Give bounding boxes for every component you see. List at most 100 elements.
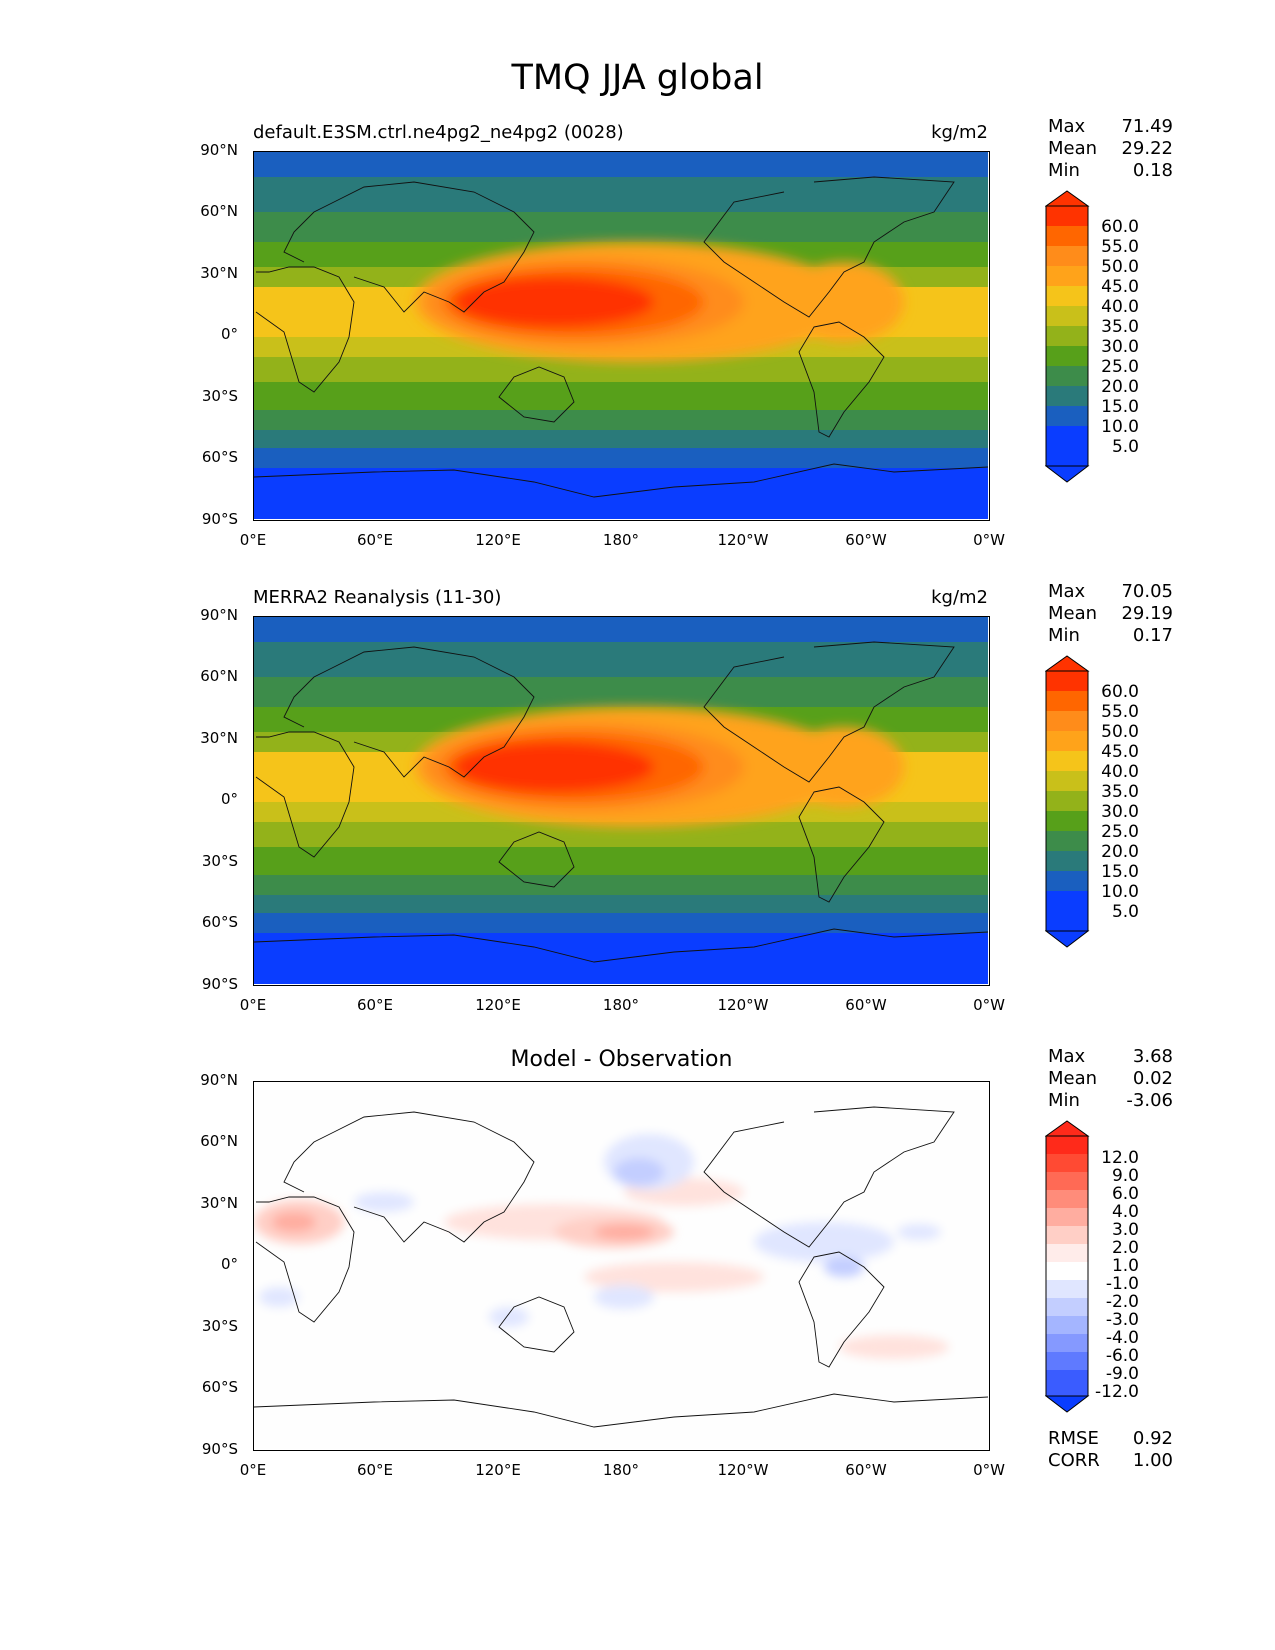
colorbar-label: 50.0 — [1101, 257, 1139, 277]
panel-3-map — [253, 1081, 990, 1451]
stat-value: -3.06 — [1126, 1090, 1173, 1111]
stat-value: 1.00 — [1132, 1450, 1173, 1471]
colorbar-label: 35.0 — [1101, 782, 1139, 802]
colorbar-label: 20.0 — [1101, 842, 1139, 862]
panel-2-field — [253, 617, 989, 984]
lat-tick: 90°N — [200, 1071, 238, 1089]
lon-tick: 0°W — [973, 996, 1005, 1014]
colorbar-label: -12.0 — [1095, 1382, 1139, 1402]
stat-label: RMSE — [1048, 1428, 1099, 1449]
colorbar-label: -6.0 — [1105, 1346, 1139, 1366]
colorbar-label: 60.0 — [1101, 682, 1139, 702]
colorbar-label: 50.0 — [1101, 722, 1139, 742]
colorbar-label: 6.0 — [1111, 1184, 1139, 1204]
lat-tick: 0° — [220, 790, 238, 808]
lat-tick: 60°N — [200, 202, 238, 220]
stat-label: Min — [1048, 1090, 1080, 1111]
lon-tick: 120°E — [475, 531, 521, 549]
lat-tick: 90°S — [201, 975, 238, 993]
colorbar-label: 9.0 — [1111, 1166, 1139, 1186]
lon-tick: 60°E — [356, 531, 394, 549]
stat-value: 0.17 — [1132, 625, 1173, 646]
lat-tick: 0° — [220, 325, 238, 343]
stat-value: 70.05 — [1121, 581, 1173, 602]
colorbar-label: 3.0 — [1111, 1220, 1139, 1240]
colorbar-label: 40.0 — [1101, 762, 1139, 782]
lat-tick: 90°N — [200, 141, 238, 159]
lon-tick: 120°W — [717, 531, 769, 549]
lat-tick: 30°N — [200, 264, 238, 282]
lon-tick: 180° — [602, 996, 640, 1014]
lon-tick: 60°E — [356, 1461, 394, 1479]
lat-tick: 60°S — [201, 448, 238, 466]
panel-1-units: kg/m2 — [931, 122, 988, 143]
lat-tick: 90°S — [201, 510, 238, 528]
lon-tick: 60°W — [845, 996, 887, 1014]
colorbar-label: -2.0 — [1105, 1292, 1139, 1312]
stat-label: Max — [1048, 581, 1086, 602]
lat-tick: 60°S — [201, 1378, 238, 1396]
stat-value: 0.02 — [1132, 1068, 1173, 1089]
colorbar-label: -4.0 — [1105, 1328, 1139, 1348]
stat-value: 71.49 — [1121, 116, 1173, 137]
stat-label: CORR — [1048, 1450, 1100, 1471]
colorbar-label: 1.0 — [1111, 1256, 1139, 1276]
lat-tick: 60°N — [200, 667, 238, 685]
lon-tick: 60°W — [845, 531, 887, 549]
colorbar-label: -9.0 — [1105, 1364, 1139, 1384]
lon-tick: 180° — [602, 1461, 640, 1479]
stat-label: Mean — [1048, 138, 1098, 159]
lon-tick: 0°E — [239, 531, 267, 549]
colorbar-label: 60.0 — [1101, 217, 1139, 237]
panel-1-field — [253, 152, 989, 519]
stat-label: Mean — [1048, 603, 1098, 624]
lon-tick: 120°E — [475, 1461, 521, 1479]
lat-tick: 30°N — [200, 729, 238, 747]
colorbar-label: 30.0 — [1101, 802, 1139, 822]
panel-3-field — [253, 1082, 989, 1449]
panel-2-map — [253, 616, 990, 986]
colorbar-label: 10.0 — [1101, 882, 1139, 902]
lon-tick: 0°E — [239, 996, 267, 1014]
lat-tick: 30°N — [200, 1194, 238, 1212]
colorbar-label: 2.0 — [1111, 1238, 1139, 1258]
lon-tick: 120°W — [717, 996, 769, 1014]
stat-label: Min — [1048, 625, 1080, 646]
lat-tick: 30°S — [201, 852, 238, 870]
colorbar-label: 35.0 — [1101, 317, 1139, 337]
colorbar-label: 25.0 — [1101, 357, 1139, 377]
stat-value: 3.68 — [1132, 1046, 1173, 1067]
lat-tick: 0° — [220, 1255, 238, 1273]
stat-value: 29.22 — [1121, 138, 1173, 159]
lon-tick: 60°W — [845, 1461, 887, 1479]
lon-tick: 0°W — [973, 531, 1005, 549]
lon-tick: 0°E — [239, 1461, 267, 1479]
colorbar-label: 5.0 — [1111, 437, 1139, 457]
colorbar-label: 30.0 — [1101, 337, 1139, 357]
lon-tick: 120°E — [475, 996, 521, 1014]
figure-title: TMQ JJA global — [511, 58, 764, 98]
stat-label: Mean — [1048, 1068, 1098, 1089]
stat-label: Max — [1048, 1046, 1086, 1067]
colorbar-label: 10.0 — [1101, 417, 1139, 437]
colorbar-label: 25.0 — [1101, 822, 1139, 842]
colorbar-label: 4.0 — [1111, 1202, 1139, 1222]
lat-tick: 60°S — [201, 913, 238, 931]
panel-1-colorbar — [1045, 190, 1090, 483]
colorbar-label: 55.0 — [1101, 702, 1139, 722]
stat-value: 0.18 — [1132, 160, 1173, 181]
colorbar-label: 12.0 — [1101, 1148, 1139, 1168]
colorbar-label: 55.0 — [1101, 237, 1139, 257]
panel-2-units: kg/m2 — [931, 587, 988, 608]
panel-1-title: default.E3SM.ctrl.ne4pg2_ne4pg2 (0028) — [253, 122, 624, 143]
panel-1-map — [253, 151, 990, 521]
panel-3-title: Model - Observation — [510, 1047, 733, 1072]
lat-tick: 60°N — [200, 1132, 238, 1150]
lon-tick: 0°W — [973, 1461, 1005, 1479]
panel-2-colorbar — [1045, 655, 1090, 948]
stat-label: Max — [1048, 116, 1086, 137]
stat-value: 29.19 — [1121, 603, 1173, 624]
colorbar-label: -1.0 — [1105, 1274, 1139, 1294]
stat-value: 0.92 — [1132, 1428, 1173, 1449]
stat-label: Min — [1048, 160, 1080, 181]
